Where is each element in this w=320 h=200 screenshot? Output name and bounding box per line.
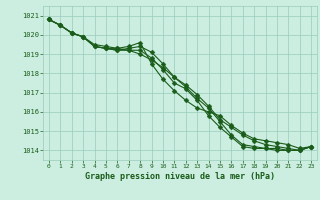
X-axis label: Graphe pression niveau de la mer (hPa): Graphe pression niveau de la mer (hPa) [85, 172, 275, 181]
